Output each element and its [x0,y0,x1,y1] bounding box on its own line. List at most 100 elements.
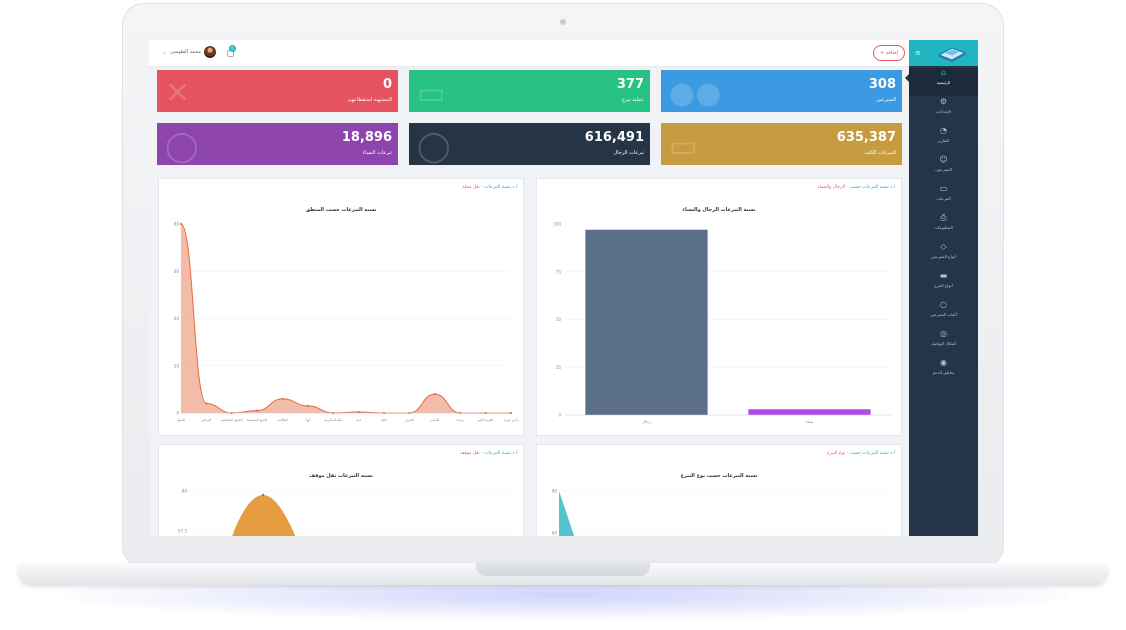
position-chart-panel: أ.د نسبة التبرعات - نقل موقف نسبة التبرع… [158,444,524,536]
stat-card[interactable]: ▭ 377 عملية تبرع [409,70,650,112]
panel-title-highlight: نقل محلة [462,185,480,190]
type-area-chart: 80 60 [552,489,891,536]
x-tick-label: رجال [642,419,651,424]
y-tick-label: 100 [553,222,561,227]
add-button[interactable]: + إضافة [872,45,905,61]
data-point [357,410,360,414]
bar [748,409,871,415]
bulb-icon: ○ [940,300,947,309]
y-tick-label: 80 [182,489,188,494]
sidebar-item[interactable]: ⎙ المطبوعات [909,213,978,241]
x-tick-label: نساء [806,419,814,424]
chart-title: نسبة التبرعات الرجال والنساء [682,207,756,213]
sidebar-item[interactable]: ▬ أنواع التبرع [909,271,978,299]
x-tick-label: القرية الجو [477,418,493,422]
panel-title: أ.د نسبة التبرعات حسب - نوع التبرع [826,451,895,456]
stat-value: 616,491 [584,130,644,145]
user-icon: ☺ [939,155,948,164]
sidebar-item[interactable]: ◎ أشكال التواصل [909,329,978,357]
x-tick-label: الخرج [405,418,413,422]
stat-label: عملية تبرع [622,97,644,103]
position-area-chart: 80 67.5 [178,489,513,536]
sidebar-item[interactable]: ⌂ الرئيسية [909,68,978,96]
notification-badge: 0 [229,45,236,52]
wallet-icon: ▭ [669,129,698,164]
stat-label: تبرعات النساء [362,150,392,156]
sidebar-item[interactable]: ◔ التقارير [909,126,978,154]
stat-card[interactable]: ▭ 635,387 التبرعات الكلية [661,123,902,165]
logo [937,47,967,62]
y-tick-label: 40 [174,316,180,321]
x-tick-label: جدة [356,418,362,422]
stat-label: المشتهية استقطاعهم [348,97,392,103]
sidebar-item[interactable]: ▭ التبرعات [909,184,978,212]
sidebar-item-label: التبرعات [936,196,951,201]
sidebar-header: ≡ [909,40,978,66]
panel-title: أ.د نسبة التبرعات حسب - الرجال والنساء [817,185,895,190]
users-icon: ●● [669,76,722,111]
sidebar-item-label: المتبرعون [935,167,952,172]
sidebar-item-label: ألقاب المتبرعين [930,312,957,317]
y-tick-label: 0 [176,411,179,416]
pin-icon: ◉ [940,358,947,367]
sidebar-item[interactable]: ◇ أنواع المتبرعين [909,242,978,270]
stat-card[interactable]: ●● 308 المتبرعين [661,70,902,112]
stat-label: تبرعات الرجال [613,150,644,156]
printer-icon: ⎙ [940,213,947,222]
card-icon: ▬ [939,271,948,280]
sidebar-item-label: الرئيسية [936,80,951,85]
card-icon: ▭ [417,76,446,111]
x-tick-label: مكة المكرمة [324,418,342,422]
stat-card[interactable]: ✕ 0 المشتهية استقطاعهم [157,70,398,112]
stat-card[interactable]: ◯ 616,491 تبرعات الرجال [409,123,650,165]
mute-icon: ✕ [165,76,191,111]
user-menu[interactable]: ⌄ محمد الطوسي [162,46,216,58]
sidebar-item-label: الإعدادات [935,109,952,114]
x-tick-label: رأس تنورة [504,417,519,422]
x-tick-label: البديع الصناعية [247,418,267,422]
area-fill [232,495,296,536]
area-fill [559,491,575,536]
hamburger-menu-icon[interactable]: ≡ [915,49,921,57]
y-tick-label: 67.5 [178,529,187,534]
top-bar: ⌄ محمد الطوسي 0 + إضافة [149,40,909,67]
woman-icon: ◯ [165,129,199,164]
panel-title-highlight: نوع التبرع [826,451,846,456]
panel-title-main: أ.د نسبة التبرعات [484,451,517,456]
gender-chart-panel: أ.د نسبة التبرعات حسب - الرجال والنساء ن… [536,178,902,436]
stat-value: 308 [868,77,896,92]
user-name: محمد الطوسي [170,49,201,55]
stat-label: التبرعات الكلية [864,150,896,156]
x-tick-label: الطائف [277,418,287,422]
stat-value: 635,387 [836,130,896,145]
notification-bell[interactable]: 0 [227,45,236,57]
y-tick-label: 60 [552,531,558,536]
diamond-icon: ◇ [940,242,947,251]
x-tick-label: أبها [306,417,311,422]
x-tick-label: الجبيل الصناعية [221,418,243,422]
sidebar-item[interactable]: ○ ألقاب المتبرعين [909,300,978,328]
chevron-down-icon: ⌄ [162,48,168,56]
stat-value: 0 [382,77,392,92]
sidebar-item[interactable]: ◉ مناطق الدعم [909,358,978,386]
sidebar-item-label: أنواع التبرع [934,283,953,288]
pie-chart-icon: ◔ [940,126,947,135]
laptop-notch [476,563,650,576]
folder-icon: ▭ [939,184,948,193]
dashboard-screen: ⌄ محمد الطوسي 0 + إضافة ≡ ⌂ الرئيسية ⚙ الإع… [149,40,978,536]
data-point [281,397,284,400]
bar [585,229,708,415]
data-point [261,493,265,497]
gear-icon: ⚙ [939,97,948,106]
y-tick-label: 25 [556,365,562,370]
sidebar-item[interactable]: ⚙ الإعدادات [909,97,978,125]
laptop-camera [560,19,566,25]
stat-card[interactable]: ◯ 18,896 تبرعات النساء [157,123,398,165]
panel-title: أ.د نسبة التبرعات - نقل موقف [459,451,517,456]
data-point [306,404,310,408]
sidebar-item-label: التقارير [937,138,950,143]
sidebar: ≡ ⌂ الرئيسية ⚙ الإعدادات ◔ التقارير ☺ المتبرعون… [905,40,978,536]
sidebar-item[interactable]: ☺ المتبرعون [909,155,978,183]
region-area-chart: 0 20 40 60 80 المنيل الرياض الجبيل الصناعية البد… [174,222,519,424]
x-tick-label: الدمام [430,418,439,423]
